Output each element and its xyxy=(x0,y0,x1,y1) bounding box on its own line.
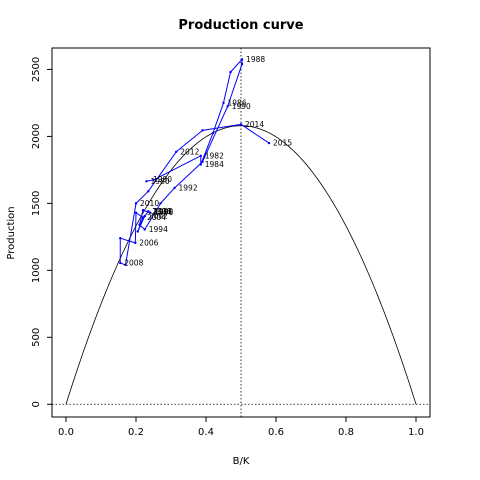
reference-lines xyxy=(52,48,430,417)
year-label: 1988 xyxy=(246,55,265,64)
year-label: 2010 xyxy=(140,199,159,208)
y-tick-label: 2000 xyxy=(31,124,42,149)
data-point xyxy=(211,131,215,135)
x-tick-label: 0.4 xyxy=(198,427,214,438)
year-label: 2002 xyxy=(149,212,168,221)
data-point xyxy=(175,150,178,154)
data-point xyxy=(201,160,204,164)
year-label: 1990 xyxy=(232,102,251,111)
data-point xyxy=(143,214,146,218)
data-point xyxy=(124,263,127,267)
data-point xyxy=(134,241,137,245)
y-tick-label: 1500 xyxy=(31,191,42,216)
year-label: 2008 xyxy=(124,258,143,267)
year-label: 2014 xyxy=(245,120,264,129)
data-point xyxy=(134,211,138,214)
y-tick-label: 1000 xyxy=(31,258,42,283)
data-point xyxy=(134,202,138,205)
year-label: 1982 xyxy=(205,151,224,160)
x-axis-label: B/K xyxy=(233,456,250,467)
x-tick-label: 1.0 xyxy=(408,427,424,438)
year-label: 2000 xyxy=(152,207,171,216)
x-tick-label: 0.2 xyxy=(128,427,144,438)
data-point xyxy=(138,223,141,226)
data-point xyxy=(199,163,202,166)
year-label: 1980 xyxy=(151,177,170,186)
year-label: 1992 xyxy=(179,183,198,192)
x-tick-label: 0.8 xyxy=(338,427,354,438)
year-label: 2012 xyxy=(180,147,199,156)
series-line xyxy=(119,58,270,266)
x-tick-label: 0.0 xyxy=(58,427,74,438)
year-label: 1986 xyxy=(228,98,247,107)
data-point xyxy=(136,230,139,233)
year-label: 1994 xyxy=(149,225,168,234)
data-point xyxy=(119,236,122,240)
data-point xyxy=(201,129,204,132)
data-point xyxy=(240,62,244,66)
data-point xyxy=(267,141,271,145)
data-point xyxy=(229,70,232,74)
data-point xyxy=(152,178,155,182)
data-point xyxy=(226,105,229,108)
data-point xyxy=(239,123,243,126)
y-axis-label: Production xyxy=(6,206,17,259)
y-axis: 0 500 1000 1500 2000 2500 xyxy=(31,57,52,407)
data-point xyxy=(222,101,225,105)
production-parabola xyxy=(65,125,417,405)
year-label: 1984 xyxy=(205,160,224,169)
year-label: 1996 xyxy=(154,208,173,217)
year-label: 2004 xyxy=(147,213,166,222)
data-point xyxy=(141,216,145,219)
data-point xyxy=(119,261,122,265)
year-label: 2006 xyxy=(139,238,158,247)
data-point xyxy=(147,210,150,213)
data-point xyxy=(240,58,244,61)
year-label: 1980 xyxy=(153,175,172,184)
data-point xyxy=(148,211,152,214)
y-tick-label: 500 xyxy=(31,328,42,347)
chart-title: Production curve xyxy=(178,18,303,33)
year-label: 1998 xyxy=(152,207,171,216)
data-point xyxy=(143,228,146,231)
x-axis: 0.0 0.2 0.4 0.6 0.8 1.0 xyxy=(58,417,424,438)
data-point xyxy=(145,180,148,183)
year-label: 1990 xyxy=(154,207,173,216)
data-point xyxy=(173,186,176,190)
y-tick-label: 2500 xyxy=(31,57,42,82)
production-series xyxy=(119,58,271,267)
y-tick-label: 0 xyxy=(31,401,42,407)
data-point xyxy=(159,202,162,205)
data-point xyxy=(147,190,150,193)
data-point xyxy=(199,154,202,158)
year-label: 2015 xyxy=(273,139,292,148)
data-point xyxy=(141,208,145,212)
x-tick-label: 0.6 xyxy=(268,427,284,438)
